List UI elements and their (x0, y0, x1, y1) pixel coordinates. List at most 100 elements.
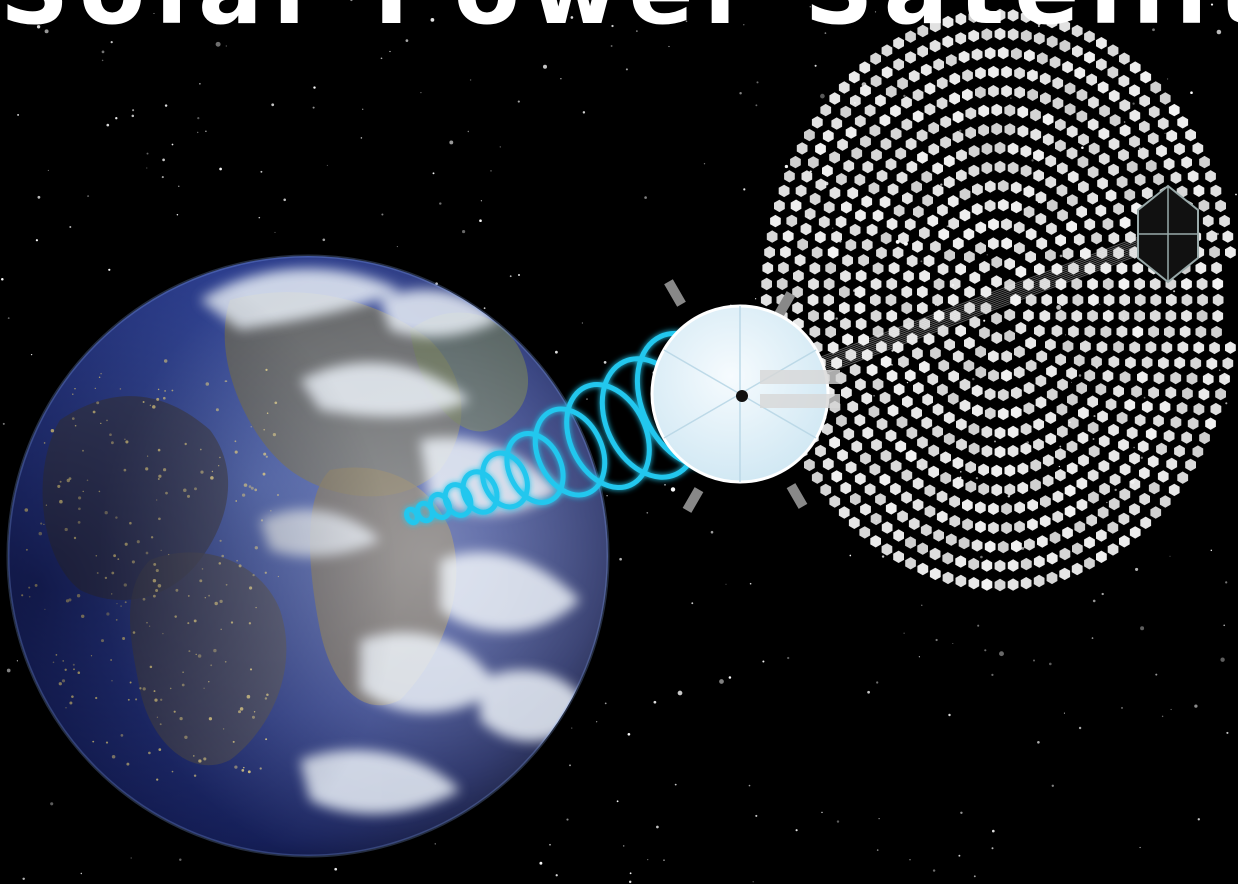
star-icon (283, 198, 286, 202)
star-icon (977, 624, 980, 627)
star-icon (1007, 495, 1011, 498)
star-icon (258, 216, 261, 219)
star-icon (1173, 290, 1176, 293)
star-icon (616, 800, 619, 803)
star-icon (1032, 659, 1036, 662)
star-icon (435, 282, 438, 286)
star-icon (322, 238, 326, 242)
star-icon (499, 146, 501, 148)
star-icon (596, 721, 598, 723)
star-icon (1140, 626, 1145, 631)
star-icon (110, 40, 113, 44)
star-icon (821, 811, 823, 814)
star-icon (1139, 846, 1141, 849)
star-icon (749, 582, 752, 585)
star-icon (389, 50, 391, 53)
star-icon (571, 727, 573, 729)
star-icon (1220, 657, 1225, 662)
star-icon (467, 130, 470, 133)
star-icon (1167, 78, 1169, 80)
star-icon (636, 30, 638, 32)
star-icon (225, 45, 227, 47)
star-icon (106, 123, 110, 127)
star-icon (16, 660, 18, 662)
star-icon (44, 29, 49, 34)
star-icon (1114, 488, 1117, 492)
star-icon (625, 68, 628, 71)
star-icon (334, 867, 338, 871)
star-icon (867, 690, 870, 694)
star-icon (1058, 465, 1061, 468)
star-icon (991, 847, 994, 850)
star-icon (960, 471, 962, 473)
star-icon (101, 59, 104, 62)
star-icon (1194, 5, 1197, 8)
star-icon (171, 143, 174, 146)
star-icon (685, 20, 688, 23)
star-icon (1225, 402, 1228, 405)
banner-text: Solar Power Satellite (0, 0, 1238, 38)
star-icon (932, 869, 936, 872)
star-icon (518, 274, 520, 276)
star-icon (37, 195, 41, 199)
star-icon (1123, 121, 1126, 123)
star-icon (1026, 441, 1029, 444)
star-icon (1092, 599, 1096, 603)
star-icon (991, 673, 994, 677)
star-icon (646, 511, 649, 514)
star-icon (196, 131, 199, 134)
star-icon (743, 188, 746, 191)
star-icon (595, 7, 599, 10)
star-icon (1133, 446, 1135, 449)
star-icon (668, 45, 670, 48)
star-icon (439, 202, 442, 205)
star-icon (197, 117, 200, 120)
star-icon (921, 604, 923, 606)
star-icon (1235, 193, 1237, 196)
star-icon (1051, 784, 1054, 787)
star-icon (754, 298, 757, 300)
star-icon (582, 111, 586, 114)
star-icon (203, 0, 205, 2)
star-icon (952, 643, 954, 644)
star-icon (586, 398, 588, 400)
star-icon (131, 114, 135, 118)
star-icon (1170, 708, 1172, 711)
star-icon (215, 41, 221, 47)
star-icon (362, 108, 364, 110)
star-icon (1078, 726, 1082, 730)
star-icon (1048, 662, 1052, 666)
star-icon (958, 129, 962, 133)
star-icon (719, 679, 724, 684)
star-icon (824, 32, 827, 34)
star-icon (128, 12, 131, 16)
star-icon (725, 583, 727, 585)
star-icon (1021, 546, 1025, 550)
star-icon (1169, 555, 1171, 557)
star-icon (984, 649, 987, 652)
star-icon (396, 246, 398, 248)
star-icon (703, 163, 706, 165)
star-icon (1190, 91, 1193, 95)
star-icon (972, 377, 975, 381)
star-icon (664, 483, 666, 486)
star-icon (313, 86, 316, 89)
star-icon (795, 829, 798, 832)
star-icon (1063, 712, 1065, 714)
star-icon (710, 530, 714, 534)
star-icon (179, 858, 182, 861)
star-icon (274, 231, 276, 233)
star-icon (809, 6, 811, 8)
star-icon (1216, 29, 1222, 35)
star-icon (1226, 731, 1229, 734)
star-icon (619, 557, 622, 561)
star-icon (691, 602, 694, 605)
star-icon (748, 784, 751, 787)
star-icon (752, 881, 754, 883)
star-icon (1210, 3, 1214, 6)
star-icon (960, 811, 963, 815)
star-icon (999, 651, 1004, 657)
star-icon (566, 818, 569, 821)
satellite-transmitter-icon (650, 279, 840, 513)
